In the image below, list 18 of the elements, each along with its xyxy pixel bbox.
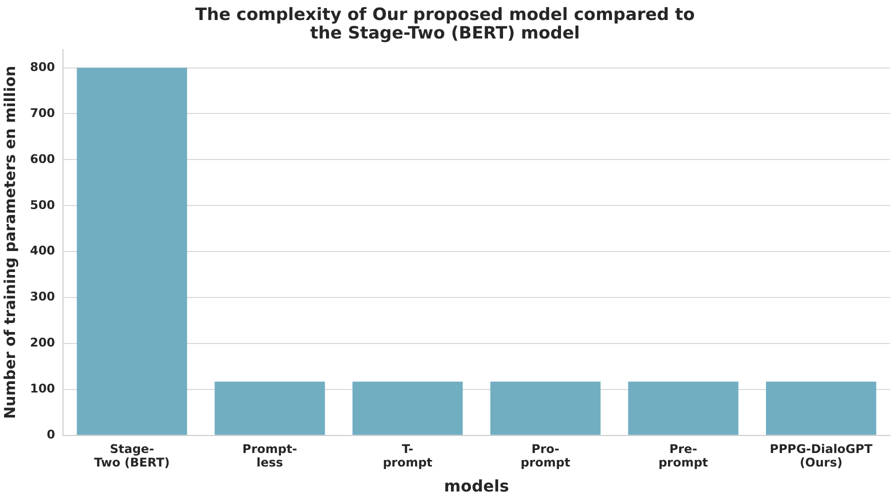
- chart-title: The complexity of Our proposed model compared to the Stage-Two (BERT) model: [195, 4, 695, 44]
- x-tick-label: PPPG-DialoGPT (Ours): [770, 442, 874, 470]
- y-tick-label: 200: [30, 336, 56, 350]
- y-tick-label: 100: [30, 382, 56, 396]
- y-tick-label: 300: [30, 290, 56, 304]
- x-tick-label: T- prompt: [382, 442, 433, 470]
- y-tick-label: 600: [30, 152, 56, 166]
- x-tick-label: Pre- prompt: [658, 442, 708, 470]
- y-tick-label: 400: [30, 244, 56, 258]
- y-tick-label: 800: [30, 60, 56, 74]
- y-tick-label: 500: [30, 198, 56, 212]
- y-axis-title: Number of training parameters en million: [0, 66, 19, 419]
- y-tick-label: 700: [30, 106, 56, 120]
- y-tick-label: 0: [46, 428, 56, 442]
- x-tick-label: Stage- Two (BERT): [94, 442, 170, 470]
- x-tick-label: Prompt- less: [242, 442, 298, 470]
- x-tick-label: Pro- prompt: [520, 442, 570, 470]
- x-axis-title: models: [444, 476, 510, 496]
